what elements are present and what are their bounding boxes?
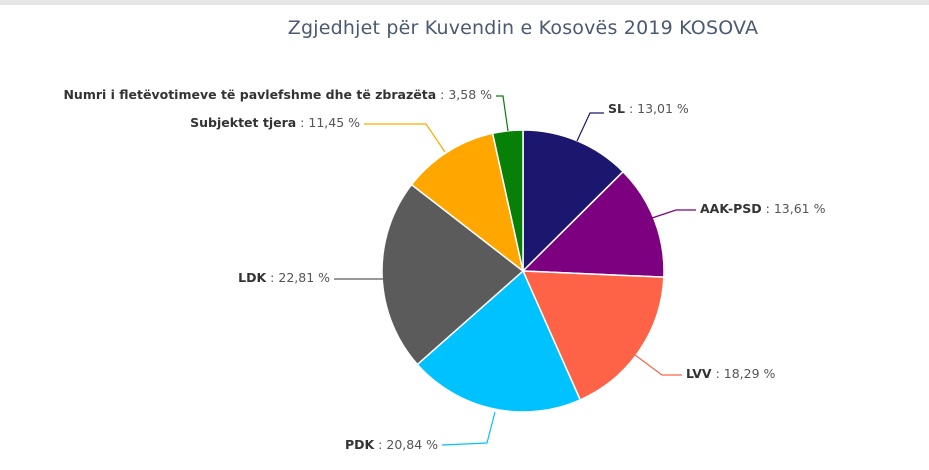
data-label-ldk: LDK : 22,81 % bbox=[238, 270, 330, 285]
data-label-name: Subjektet tjera bbox=[190, 115, 296, 130]
data-label-numri-i-flet-votimeve-t-pavlefshme-dhe-t-zbraz-ta: Numri i fletëvotimeve të pavlefshme dhe … bbox=[63, 87, 492, 102]
leader-line-lvv bbox=[634, 354, 682, 376]
data-label-value: : 13,61 % bbox=[762, 201, 826, 216]
leader-line-pdk bbox=[441, 411, 496, 446]
data-label-value: : 13,01 % bbox=[625, 101, 689, 116]
pie-slice-ldk[interactable] bbox=[381, 183, 525, 366]
leader-line-subjektet-tjera bbox=[364, 123, 446, 153]
data-label-value: : 18,29 % bbox=[712, 366, 776, 381]
data-label-pdk: PDK : 20,84 % bbox=[345, 437, 438, 452]
data-label-subjektet-tjera: Subjektet tjera : 11,45 % bbox=[190, 115, 360, 130]
data-label-value: : 20,84 % bbox=[374, 437, 438, 452]
top-divider bbox=[0, 0, 929, 5]
data-label-name: PDK bbox=[345, 437, 376, 452]
data-label-name: SL bbox=[608, 101, 625, 116]
leader-line-sl bbox=[576, 112, 604, 142]
data-label-value: : 22,81 % bbox=[266, 270, 330, 285]
pie-slice-aak-psd[interactable] bbox=[521, 170, 665, 278]
pie-slice-subjektet-tjera[interactable] bbox=[410, 132, 525, 273]
chart-title: Zgjedhjet për Kuvendin e Kosovës 2019 KO… bbox=[287, 17, 759, 39]
data-label-aak-psd: AAK-PSD : 13,61 % bbox=[700, 201, 826, 216]
data-label-name: Numri i fletëvotimeve të pavlefshme dhe … bbox=[63, 87, 436, 102]
pie-slice-lvv[interactable] bbox=[521, 270, 665, 401]
data-label-value: : 11,45 % bbox=[296, 115, 360, 130]
data-label-value: : 3,58 % bbox=[436, 87, 492, 102]
data-label-name: LDK bbox=[238, 270, 267, 285]
data-label-lvv: LVV : 18,29 % bbox=[686, 366, 776, 381]
data-label-name: LVV bbox=[686, 366, 712, 381]
pie-slice-pdk[interactable] bbox=[416, 269, 582, 413]
data-label-sl: SL : 13,01 % bbox=[608, 101, 689, 116]
leader-line-numri-i-flet-votimeve-t-pavlefshme-dhe-t-zbraz-ta bbox=[496, 95, 509, 132]
data-label-name: AAK-PSD bbox=[700, 201, 762, 216]
leader-line-aak-psd bbox=[651, 209, 696, 219]
